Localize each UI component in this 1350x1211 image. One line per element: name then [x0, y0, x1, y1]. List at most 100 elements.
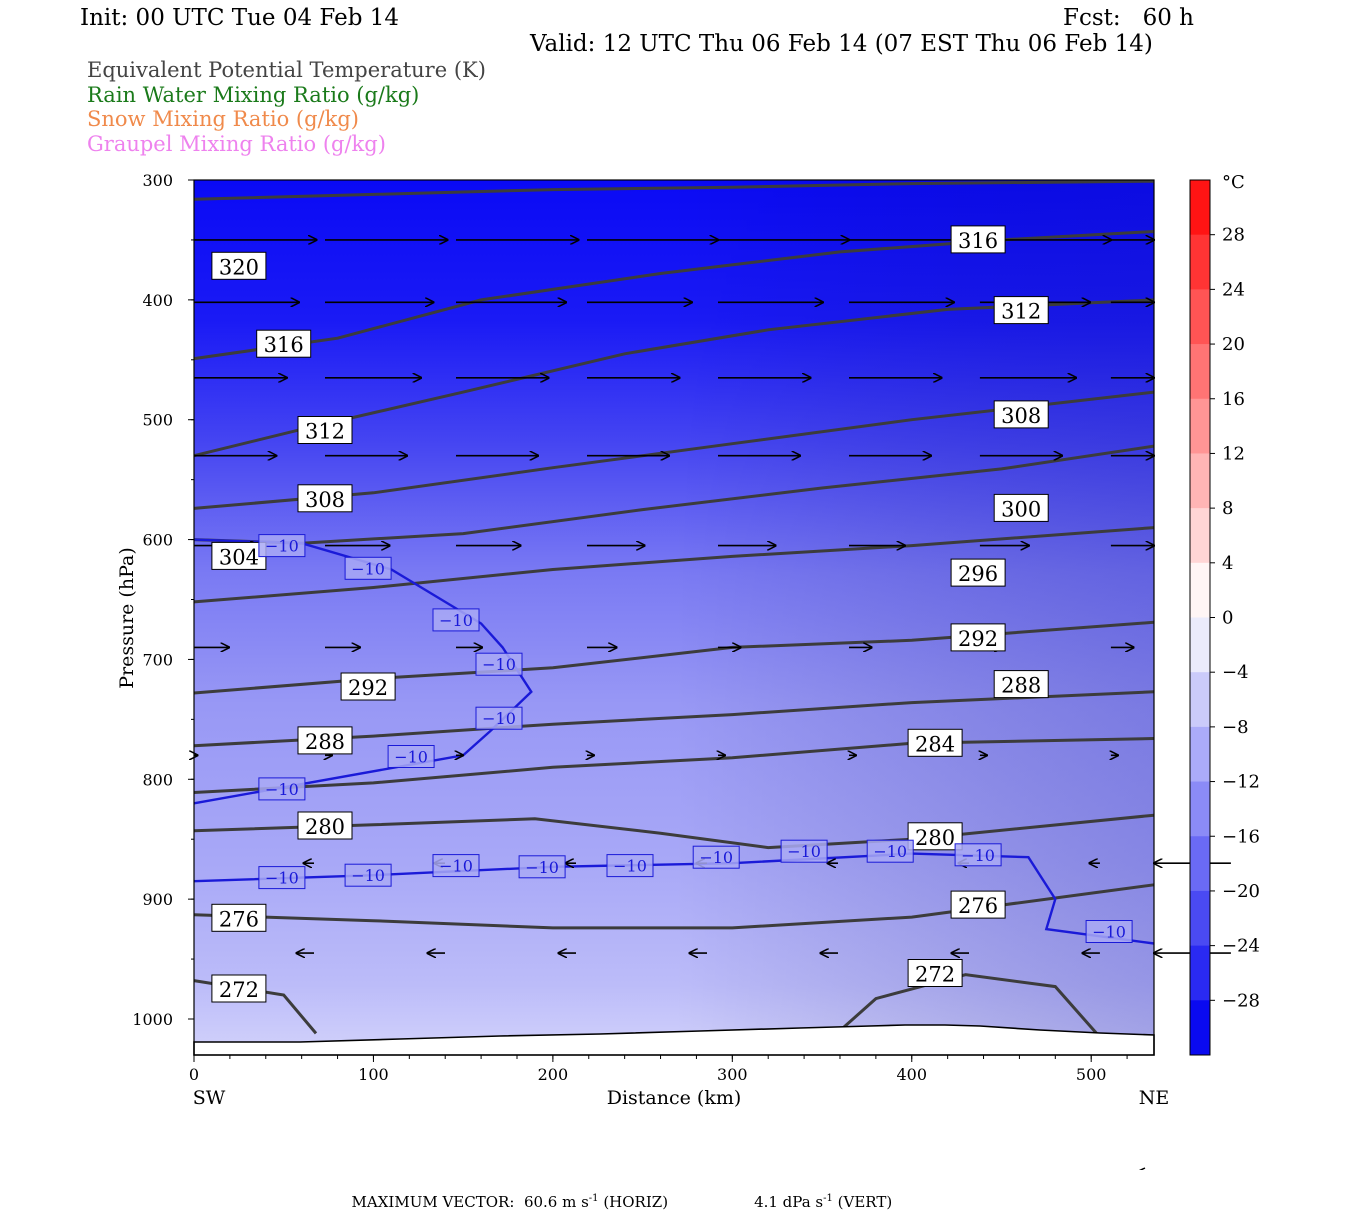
svg-text:−10: −10: [525, 858, 559, 877]
theta-e-contour-296: [193, 526, 1155, 604]
theta-e-label-292: 292: [340, 672, 396, 701]
y-axis: 300 400 500 600 700 800 900 1000: [132, 171, 194, 1029]
colorbar-unit: °C: [1222, 172, 1245, 193]
temperature-label: −10: [866, 839, 914, 863]
colorbar-swatch: [1190, 726, 1210, 783]
y-tick-label: 1000: [132, 1010, 173, 1029]
theta-e-label-288: 288: [993, 670, 1049, 699]
max-vert-value: 4.1 dPa s: [754, 1193, 824, 1211]
svg-text:272: 272: [915, 963, 955, 987]
theta-e-label-316: 316: [950, 225, 1006, 254]
colorbar-label: 24: [1222, 279, 1245, 300]
svg-text:−10: −10: [873, 842, 907, 861]
y-tick-label: 400: [142, 291, 173, 310]
theta-e-label-308: 308: [297, 484, 353, 513]
theta-e-label-312: 312: [297, 416, 353, 444]
temperature-label: −10: [475, 706, 523, 730]
y-tick-label: 900: [142, 890, 173, 909]
colorbar-swatch: [1190, 890, 1210, 947]
theta-e-label-272: 272: [211, 974, 267, 1003]
temperature-label: −10: [432, 854, 480, 878]
svg-text:288: 288: [305, 730, 345, 754]
theta-e-label-280: 280: [297, 811, 353, 840]
temperature-label: −10: [344, 863, 392, 887]
colorbar-label: 12: [1222, 443, 1245, 464]
colorbar-label: 16: [1222, 389, 1245, 410]
right-end-label: NE: [1139, 1087, 1170, 1109]
theta-e-label-292: 292: [950, 623, 1006, 652]
temperature-label: −10: [606, 854, 654, 878]
colorbar-label: 0: [1222, 608, 1233, 629]
theta-e-label-272: 272: [907, 959, 963, 987]
theta-e-label-288: 288: [297, 726, 353, 755]
svg-text:−10: −10: [394, 748, 428, 767]
colorbar-swatch: [1190, 289, 1210, 345]
temperature-label: −10: [518, 855, 566, 879]
colorbar-label: −4: [1222, 662, 1249, 683]
colorbar-swatch: [1190, 562, 1210, 618]
colorbar-swatch: [1190, 781, 1210, 837]
colorbar-swatch: [1190, 672, 1210, 728]
x-tick-label: 100: [358, 1065, 389, 1084]
left-end-label: SW: [193, 1087, 226, 1109]
y-tick-label: 600: [142, 531, 173, 550]
colorbar-swatch: [1190, 617, 1210, 673]
theta-e-label-276: 276: [950, 890, 1006, 919]
temperature-label: −10: [258, 534, 306, 558]
legend-graupel: Graupel Mixing Ratio (g/kg): [87, 132, 386, 156]
colorbar-swatch: [1190, 453, 1210, 509]
svg-text:308: 308: [305, 488, 345, 512]
colorbar-label: 28: [1222, 225, 1245, 246]
plot-frame: [193, 179, 1155, 1056]
theta-e-label-296: 296: [950, 558, 1006, 587]
theta-e-contour-272: [842, 973, 1098, 1035]
temperature-label: −10: [258, 777, 306, 801]
colorbar-swatch: [1190, 836, 1210, 892]
temperature-label: −10: [1085, 920, 1133, 943]
svg-text:−10: −10: [482, 655, 516, 674]
svg-text:288: 288: [1001, 674, 1041, 698]
svg-text:296: 296: [958, 562, 998, 586]
x-tick-label: 200: [538, 1065, 569, 1084]
colorbar-label: 20: [1222, 334, 1245, 355]
x-tick-label: 0: [189, 1065, 199, 1084]
temperature-label: −10: [344, 556, 392, 580]
svg-text:316: 316: [958, 229, 998, 253]
svg-text:−10: −10: [787, 842, 821, 861]
max-vert-tag: (VERT): [837, 1193, 893, 1211]
theta-e-contour-300: [301, 444, 1155, 545]
valid-time: Valid: 12 UTC Thu 06 Feb 14 (07 EST Thu …: [530, 31, 1153, 57]
max-vector-label: MAXIMUM VECTOR:: [351, 1193, 515, 1211]
svg-text:280: 280: [915, 826, 955, 850]
colorbar-label: −8: [1222, 717, 1249, 738]
theta-e-label-316: 316: [256, 329, 312, 358]
svg-text:312: 312: [1001, 300, 1041, 324]
svg-text:−10: −10: [1092, 923, 1126, 942]
y-tick-label: 500: [142, 411, 173, 430]
temperature-labels: −10 −10 −10 −10 −10 −10 −10 −10 −10 −10 −10 −10 −10 −…: [258, 534, 1133, 943]
theta-e-label-312: 312: [993, 296, 1049, 325]
colorbar-swatch: [1190, 234, 1210, 290]
max-vert-exp: -1: [823, 1193, 833, 1204]
temperature-label: −10: [692, 845, 740, 869]
colorbar-swatch: [1190, 398, 1210, 454]
svg-text:−10: −10: [439, 611, 473, 630]
max-horiz-exp: -1: [588, 1193, 599, 1204]
svg-text:272: 272: [219, 978, 259, 1002]
forecast-hour: Fcst: 60 h: [1063, 5, 1194, 31]
svg-text:276: 276: [958, 894, 998, 918]
temperature-label: −10: [780, 839, 828, 863]
theta-e-label-304: 304: [211, 541, 267, 570]
y-tick-label: 800: [142, 770, 173, 789]
temperature-label: −10: [432, 608, 480, 632]
theta-e-label-308: 308: [993, 400, 1049, 429]
init-time: Init: 00 UTC Tue 04 Feb 14: [80, 5, 400, 31]
svg-text:292: 292: [958, 627, 998, 651]
colorbar-label: 4: [1222, 553, 1233, 574]
colorbar-label: −20: [1222, 881, 1260, 902]
svg-text:304: 304: [219, 545, 259, 569]
svg-text:308: 308: [1001, 404, 1041, 428]
temperature-label: −10: [387, 745, 435, 768]
svg-text:300: 300: [1001, 497, 1041, 521]
svg-text:−10: −10: [351, 559, 385, 578]
